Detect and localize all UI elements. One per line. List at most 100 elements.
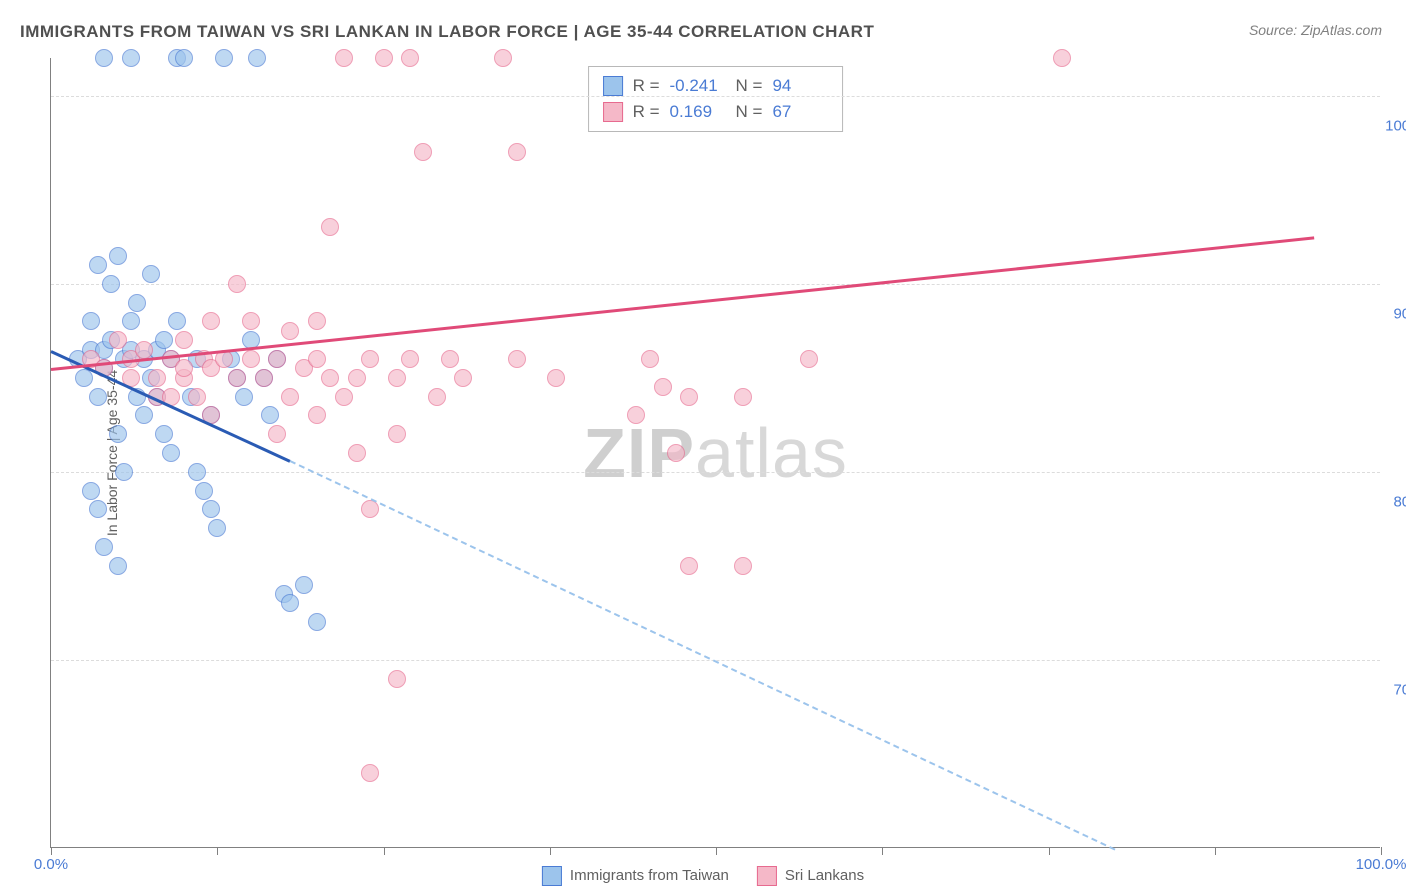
scatter-point — [627, 406, 645, 424]
scatter-point — [188, 388, 206, 406]
stats-row: R = 0.169 N = 67 — [603, 99, 829, 125]
scatter-point — [228, 369, 246, 387]
scatter-point — [162, 444, 180, 462]
y-tick-label: 80.0% — [1393, 493, 1406, 510]
scatter-point — [800, 350, 818, 368]
stats-swatch-taiwan — [603, 76, 623, 96]
scatter-point — [82, 482, 100, 500]
scatter-point — [388, 670, 406, 688]
x-tick — [550, 847, 551, 855]
scatter-point — [215, 49, 233, 67]
legend-item-taiwan: Immigrants from Taiwan — [542, 866, 729, 886]
scatter-point — [109, 425, 127, 443]
chart-title: IMMIGRANTS FROM TAIWAN VS SRI LANKAN IN … — [20, 22, 874, 42]
stats-swatch-srilanka — [603, 102, 623, 122]
scatter-point — [654, 378, 672, 396]
scatter-point — [428, 388, 446, 406]
scatter-point — [175, 331, 193, 349]
scatter-point — [89, 388, 107, 406]
scatter-point — [109, 331, 127, 349]
watermark-atlas: atlas — [695, 414, 848, 492]
chart-plot-area: In Labor Force | Age 35-44 ZIPatlas R = … — [50, 58, 1380, 848]
scatter-point — [89, 256, 107, 274]
legend-swatch-srilanka — [757, 866, 777, 886]
scatter-point — [202, 312, 220, 330]
scatter-point — [454, 369, 472, 387]
scatter-point — [308, 312, 326, 330]
scatter-point — [128, 294, 146, 312]
scatter-point — [348, 444, 366, 462]
scatter-point — [268, 350, 286, 368]
scatter-point — [268, 425, 286, 443]
stats-r-value: 0.169 — [670, 99, 726, 125]
scatter-point — [508, 350, 526, 368]
x-tick-label: 0.0% — [34, 856, 68, 873]
x-tick — [1381, 847, 1382, 855]
scatter-point — [261, 406, 279, 424]
scatter-point — [142, 265, 160, 283]
x-tick — [51, 847, 52, 855]
watermark: ZIPatlas — [583, 413, 848, 493]
scatter-point — [235, 388, 253, 406]
scatter-point — [308, 406, 326, 424]
scatter-point — [115, 463, 133, 481]
scatter-point — [155, 331, 173, 349]
scatter-point — [414, 143, 432, 161]
scatter-point — [348, 369, 366, 387]
legend-label: Immigrants from Taiwan — [570, 867, 729, 884]
scatter-point — [175, 359, 193, 377]
scatter-point — [734, 388, 752, 406]
scatter-point — [1053, 49, 1071, 67]
trend-line — [290, 460, 1115, 850]
y-axis-label: In Labor Force | Age 35-44 — [104, 369, 120, 535]
scatter-point — [195, 482, 213, 500]
scatter-point — [281, 322, 299, 340]
legend-item-srilanka: Sri Lankans — [757, 866, 864, 886]
x-tick — [882, 847, 883, 855]
bottom-legend: Immigrants from Taiwan Sri Lankans — [542, 866, 864, 886]
gridline — [51, 284, 1380, 285]
scatter-point — [135, 406, 153, 424]
source-attribution: Source: ZipAtlas.com — [1249, 22, 1382, 38]
scatter-point — [641, 350, 659, 368]
scatter-point — [388, 425, 406, 443]
x-tick — [716, 847, 717, 855]
scatter-point — [494, 49, 512, 67]
scatter-point — [508, 143, 526, 161]
y-tick-label: 90.0% — [1393, 305, 1406, 322]
scatter-point — [102, 275, 120, 293]
scatter-point — [308, 350, 326, 368]
scatter-point — [208, 519, 226, 537]
scatter-point — [388, 369, 406, 387]
scatter-point — [281, 594, 299, 612]
x-tick-label: 100.0% — [1356, 856, 1406, 873]
scatter-point — [202, 500, 220, 518]
scatter-point — [248, 49, 266, 67]
scatter-point — [95, 538, 113, 556]
x-tick — [1049, 847, 1050, 855]
legend-swatch-taiwan — [542, 866, 562, 886]
x-tick — [217, 847, 218, 855]
y-tick-label: 70.0% — [1393, 681, 1406, 698]
scatter-point — [680, 388, 698, 406]
scatter-point — [228, 275, 246, 293]
x-tick — [384, 847, 385, 855]
scatter-point — [89, 500, 107, 518]
stats-n-value: 67 — [772, 99, 828, 125]
scatter-point — [122, 312, 140, 330]
gridline — [51, 96, 1380, 97]
scatter-point — [82, 312, 100, 330]
scatter-point — [122, 49, 140, 67]
scatter-point — [308, 613, 326, 631]
scatter-point — [401, 49, 419, 67]
scatter-point — [95, 49, 113, 67]
scatter-point — [335, 49, 353, 67]
legend-label: Sri Lankans — [785, 867, 864, 884]
scatter-point — [148, 369, 166, 387]
scatter-point — [175, 49, 193, 67]
scatter-point — [109, 247, 127, 265]
scatter-point — [242, 312, 260, 330]
scatter-point — [188, 463, 206, 481]
scatter-point — [295, 576, 313, 594]
scatter-point — [335, 388, 353, 406]
